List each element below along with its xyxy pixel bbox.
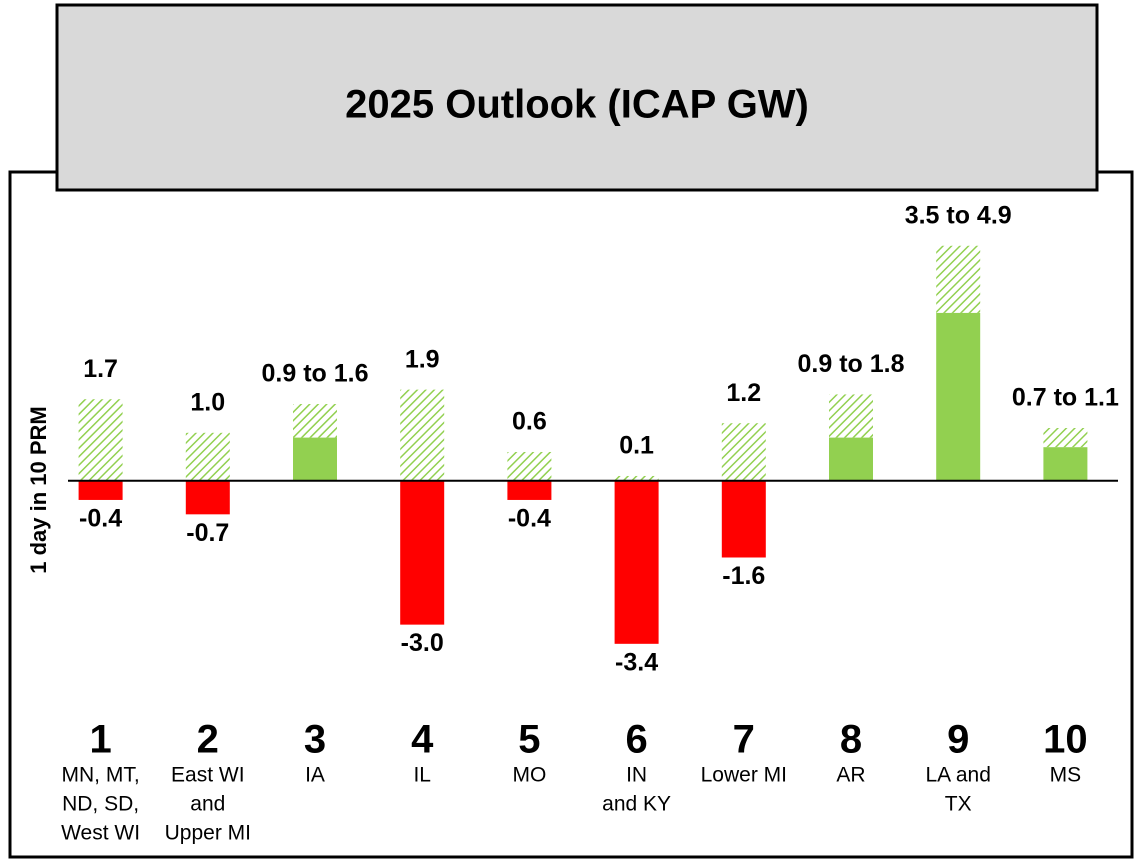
bar <box>293 437 337 481</box>
range-bar <box>78 399 123 481</box>
category-description: LA and <box>925 764 990 787</box>
value-label: 0.9 to 1.8 <box>798 350 905 378</box>
bar <box>185 480 230 515</box>
value-label: 1.2 <box>726 379 761 407</box>
value-label: -3.0 <box>401 629 444 657</box>
range-bar <box>829 394 873 438</box>
category-description: MO <box>512 764 546 787</box>
chart-title: 2025 Outlook (ICAP GW) <box>345 83 809 127</box>
bar <box>1043 447 1088 481</box>
x-tick-label: 10 <box>1043 718 1088 762</box>
value-label: 1.0 <box>190 388 225 416</box>
range-bar <box>185 432 230 481</box>
range-bar <box>614 475 659 481</box>
x-tick-label: 1 <box>89 718 111 762</box>
category-description: Upper MI <box>165 822 251 845</box>
x-tick-label: 8 <box>840 718 862 762</box>
bar <box>400 480 445 625</box>
value-label: -3.4 <box>615 648 658 676</box>
bar <box>614 480 659 644</box>
value-label: -0.7 <box>186 519 229 547</box>
bar <box>936 312 981 481</box>
range-bar <box>936 245 981 313</box>
x-tick-label: 4 <box>411 718 434 762</box>
category-description: East WI <box>171 764 245 787</box>
bar <box>78 480 123 500</box>
x-tick-label: 5 <box>518 718 540 762</box>
range-bar <box>400 389 445 481</box>
x-tick-label: 9 <box>947 718 969 762</box>
value-label: 1.9 <box>405 345 440 373</box>
range-bar <box>1043 428 1088 448</box>
category-description: MN, MT, <box>62 764 140 787</box>
value-label: 3.5 to 4.9 <box>905 201 1012 229</box>
x-tick-label: 2 <box>197 718 219 762</box>
bar <box>829 437 873 481</box>
category-description: ND, SD, <box>62 793 139 816</box>
category-description: AR <box>836 764 865 787</box>
category-description: and KY <box>602 793 671 816</box>
value-label: 1.7 <box>83 355 118 383</box>
value-label: 0.9 to 1.6 <box>262 360 369 388</box>
category-description: Lower MI <box>701 764 787 787</box>
bar <box>507 480 552 500</box>
x-tick-label: 3 <box>304 718 326 762</box>
category-description: West WI <box>61 822 140 845</box>
category-description: IN <box>626 764 647 787</box>
title-box <box>55 3 1099 192</box>
category-description: MS <box>1050 764 1082 787</box>
value-label: -0.4 <box>508 505 551 533</box>
range-bar <box>293 404 337 438</box>
value-label: -1.6 <box>722 562 765 590</box>
x-tick-label: 6 <box>625 718 647 762</box>
value-label: 0.7 to 1.1 <box>1012 384 1119 412</box>
category-description: TX <box>945 793 972 816</box>
y-axis-label: 1 day in 10 PRM <box>26 406 51 574</box>
value-label: 0.1 <box>619 432 654 460</box>
category-description: and <box>190 793 225 816</box>
range-bar <box>721 423 766 481</box>
category-description: IA <box>305 764 325 787</box>
x-tick-label: 7 <box>733 718 755 762</box>
range-bar <box>507 451 552 481</box>
value-label: 0.6 <box>512 408 547 436</box>
bar <box>721 480 766 558</box>
value-label: -0.4 <box>79 505 122 533</box>
category-description: IL <box>413 764 431 787</box>
